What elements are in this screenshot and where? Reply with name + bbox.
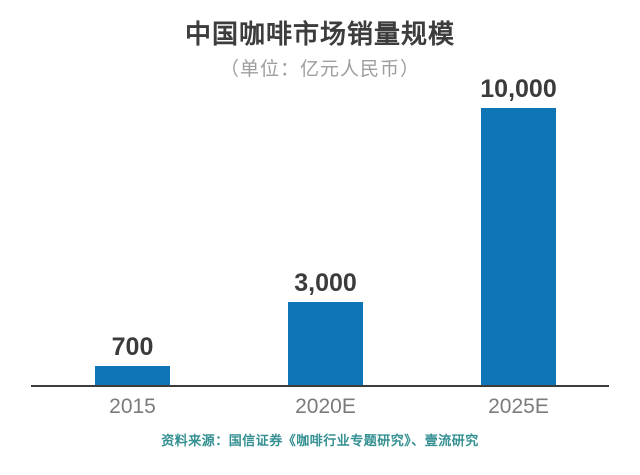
bar-group-2025e: 10,000 2025E [480, 75, 557, 418]
bar-2020e [288, 302, 363, 385]
plot-area: 700 2015 3,000 2020E 10,000 2025E [31, 76, 609, 418]
source-note: 资料来源：国信证券《咖啡行业专题研究》、壹流研究 [161, 433, 479, 448]
bar-group-2015: 700 2015 [95, 333, 170, 418]
x-tick-label: 2020E [295, 395, 356, 418]
x-axis-line [31, 385, 609, 387]
bar-group-2020e: 3,000 2020E [288, 269, 363, 418]
bar-2025e [481, 108, 556, 385]
value-label: 700 [111, 333, 154, 361]
chart-subtitle: （单位：亿元人民币） [219, 59, 420, 80]
x-tick-label: 2015 [109, 395, 156, 418]
x-tick-label: 2025E [488, 395, 549, 418]
chart-header: 中国咖啡市场销量规模 （单位：亿元人民币） [0, 20, 640, 80]
page-title: 中国咖啡市场销量规模 [184, 19, 455, 49]
bar-2015 [95, 366, 170, 385]
value-label: 3,000 [294, 269, 357, 297]
value-label: 10,000 [480, 75, 557, 103]
